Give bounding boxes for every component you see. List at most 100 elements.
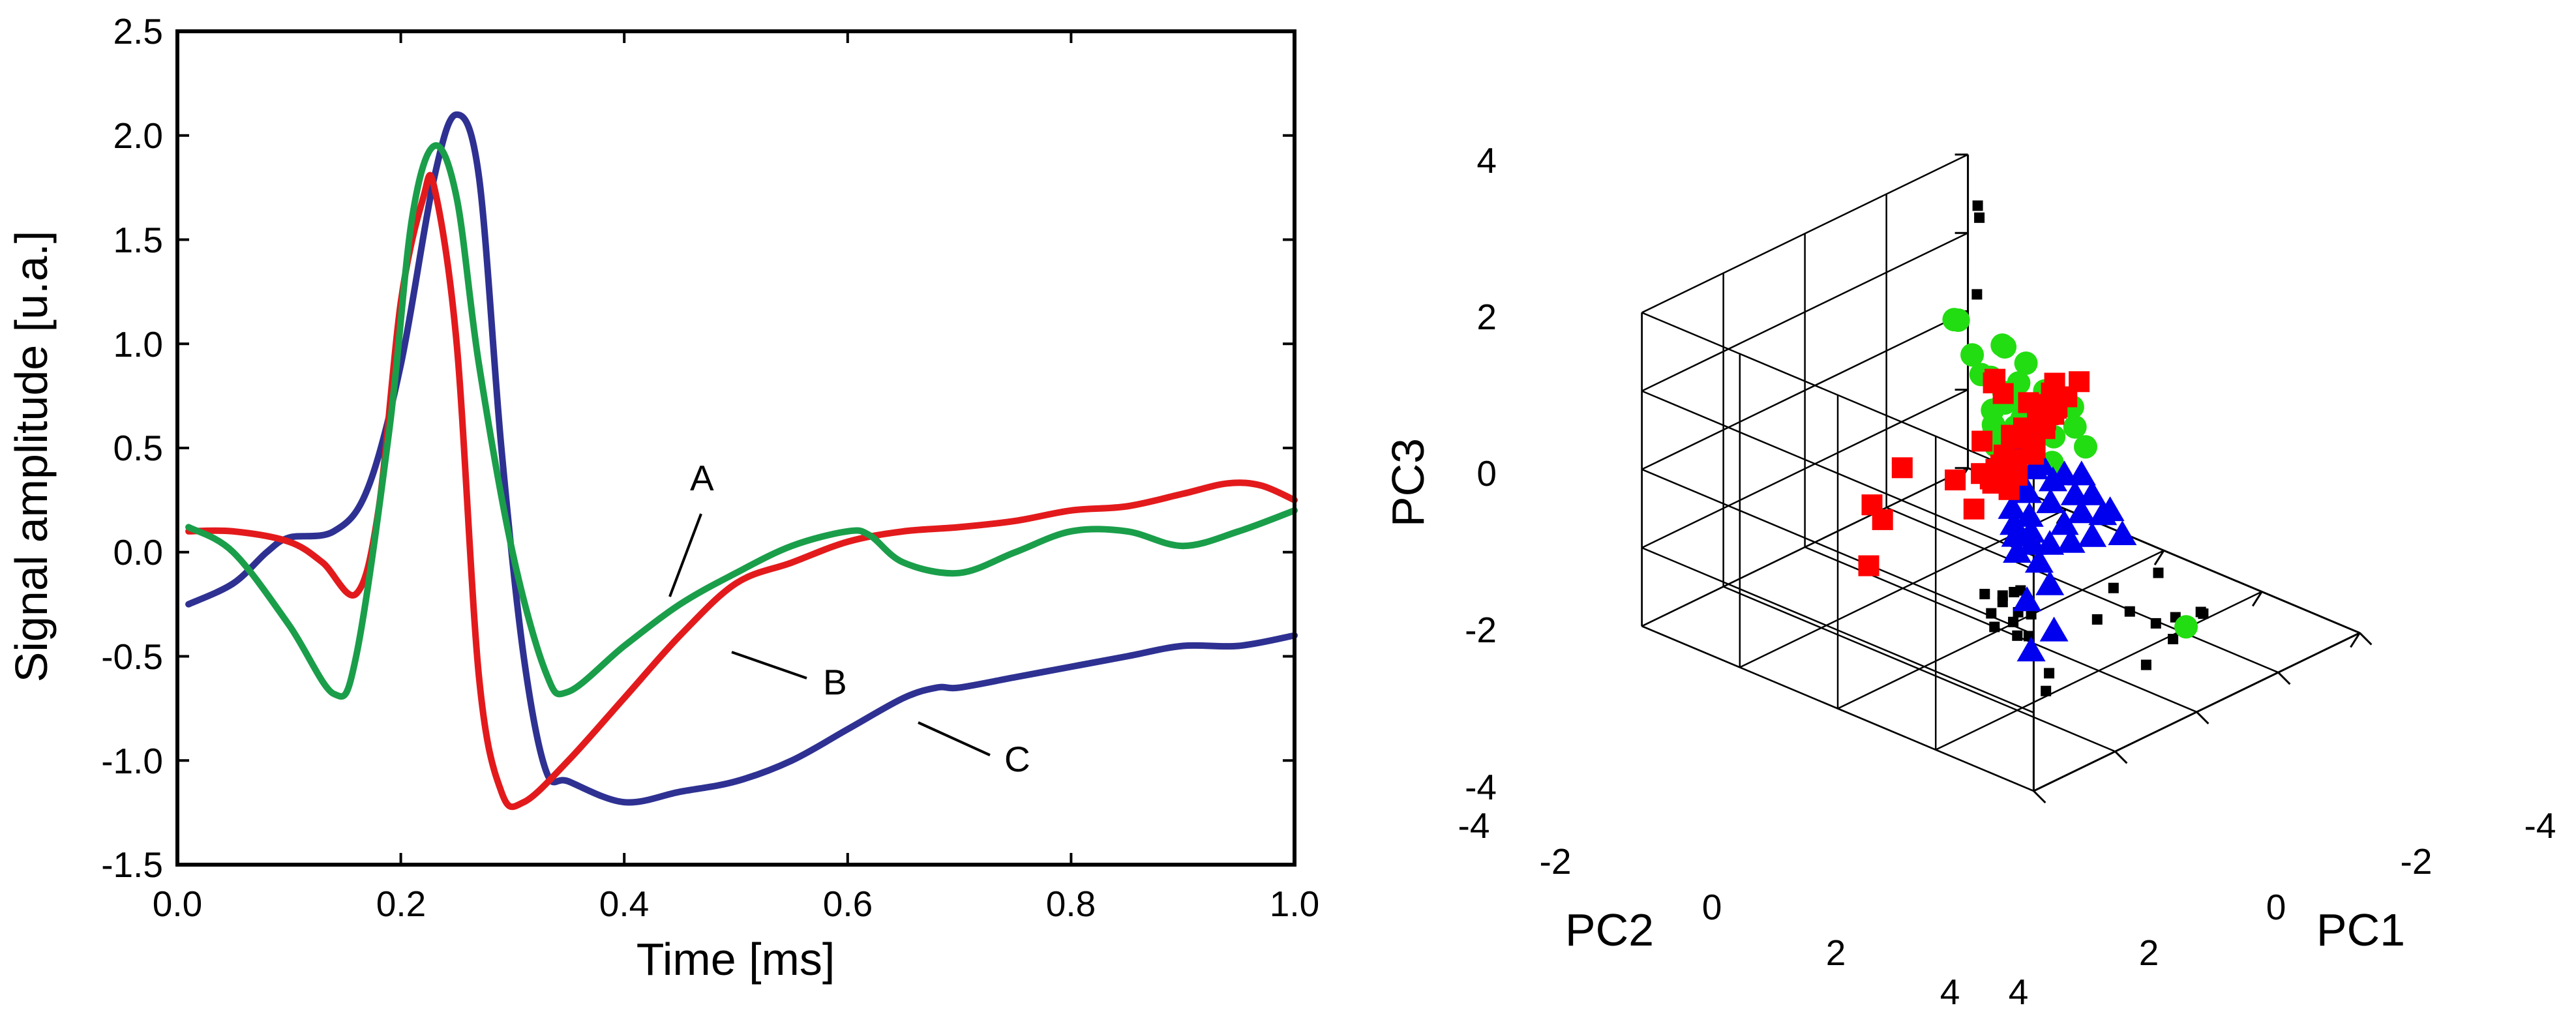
- data-point: [1971, 463, 1992, 485]
- data-point: [1998, 494, 2027, 519]
- grid-line: [1723, 586, 2116, 753]
- data-point: [2108, 520, 2137, 545]
- data-point: [2001, 457, 2022, 479]
- data-point: [2014, 420, 2035, 441]
- data-point: [1997, 590, 2008, 601]
- y-tick-label: -0.5: [101, 636, 163, 677]
- data-point: [2078, 480, 2107, 505]
- data-point: [1963, 498, 1984, 520]
- pc2-tick-label: 0: [1702, 887, 1722, 927]
- y-tick-label: 0.5: [113, 428, 163, 468]
- pc3-tick-label: 0: [1476, 453, 1497, 494]
- line-chart: 2.5 2.0 1.5 1.0 0.5 0.0 -0.5 -1.0 -1.5 0…: [6, 11, 1319, 985]
- y-axis-label: Signal amplitude [u.a.]: [6, 231, 57, 683]
- data-point: [1872, 509, 1893, 530]
- series-line-c: [185, 111, 1298, 806]
- data-point: [2108, 582, 2119, 593]
- data-point: [1999, 510, 2029, 535]
- grid-line: [1641, 153, 1969, 314]
- data-point: [1972, 200, 1983, 211]
- pc2-tick-mark: [2251, 591, 2263, 607]
- data-point: [1971, 289, 1983, 300]
- data-point: [2074, 435, 2097, 459]
- line-series-group: [185, 111, 1298, 811]
- data-point: [2009, 587, 2020, 597]
- data-point: [2012, 630, 2023, 641]
- pc2-tick-mark: [2153, 550, 2165, 566]
- grid-line: [1837, 550, 2164, 709]
- pc1-tick-label: 2: [2139, 932, 2159, 973]
- annotation-c: C: [1004, 739, 1030, 779]
- pc1-tick-label: 0: [2266, 887, 2286, 927]
- x-tick-label: 0.4: [599, 884, 649, 924]
- data-point: [2140, 659, 2151, 670]
- x-tick-label: 0.2: [376, 884, 426, 924]
- data-point: [2035, 529, 2065, 555]
- annotation-b: B: [823, 662, 847, 702]
- grid-line: [1641, 232, 1969, 392]
- data-point: [2023, 443, 2044, 465]
- pc1-tick-mark: [2359, 632, 2373, 646]
- grid-line: [1641, 468, 2034, 635]
- pc3-tick-label: -4: [1465, 767, 1497, 807]
- data-point: [2069, 371, 2090, 393]
- y-tick-label: -1.5: [101, 844, 163, 885]
- data-point: [2024, 548, 2054, 573]
- y-tick-label: -1.0: [101, 741, 163, 781]
- data-point: [2035, 409, 2056, 430]
- pc3-tick-label: 4: [1476, 140, 1497, 181]
- data-point: [1960, 343, 1984, 367]
- series-line-a: [185, 142, 1298, 700]
- annotation-leader-c: [918, 721, 991, 756]
- data-point: [2036, 488, 2065, 513]
- annotation-leader-a: [668, 513, 702, 597]
- data-point: [2153, 567, 2164, 578]
- x-tick-label: 0.8: [1046, 884, 1096, 924]
- data-point: [1990, 333, 2014, 357]
- pc3-tick-label: -2: [1465, 610, 1497, 650]
- pc1-tick-mark: [2114, 751, 2128, 764]
- pc2-tick-label: 4: [1940, 972, 1960, 1012]
- pc2-tick-label: -2: [1540, 841, 1572, 882]
- pc2-tick-label: -4: [1458, 805, 1490, 846]
- pc1-tick-mark: [2277, 672, 2291, 685]
- data-point: [1986, 608, 1997, 619]
- pc1-tick-mark: [2033, 790, 2046, 804]
- pc2-tick-mark: [2350, 632, 2361, 648]
- pc2-axis-label: PC2: [1565, 904, 1654, 955]
- grid-line: [1641, 310, 1969, 470]
- data-point: [2016, 636, 2046, 662]
- data-point: [2014, 351, 2038, 375]
- data-point: [2008, 616, 2019, 627]
- data-point: [2001, 522, 2030, 547]
- data-point: [1942, 308, 1966, 332]
- x-tick-label: 0.0: [153, 884, 202, 924]
- pc2-tick-label: 2: [1826, 932, 1846, 973]
- data-point: [1979, 589, 1990, 599]
- data-point: [1992, 383, 2014, 404]
- data-point: [2026, 609, 2037, 619]
- y-tick-label: 2.0: [113, 115, 163, 156]
- data-point: [1974, 212, 1985, 223]
- data-point: [2067, 460, 2096, 486]
- data-point: [1998, 479, 2020, 500]
- data-point: [2067, 498, 2096, 524]
- annotation-a: A: [690, 458, 714, 498]
- y-tick-label: 2.5: [113, 11, 163, 52]
- data-point: [2050, 510, 2079, 535]
- pc1-tick-mark: [2196, 711, 2209, 724]
- data-point: [2014, 501, 2044, 527]
- data-point: [2013, 586, 2042, 612]
- y-tick-label: 1.5: [113, 220, 163, 260]
- data-point: [1989, 621, 2000, 633]
- data-point: [1891, 457, 1913, 479]
- data-point: [1971, 430, 1993, 452]
- tick-group: [176, 30, 1296, 866]
- data-point: [2003, 538, 2032, 563]
- data-point: [2198, 608, 2209, 619]
- data-point: [2039, 616, 2069, 642]
- grid-line: [1641, 625, 2034, 792]
- y-tick-label: 1.0: [113, 324, 163, 365]
- data-point: [2124, 606, 2135, 617]
